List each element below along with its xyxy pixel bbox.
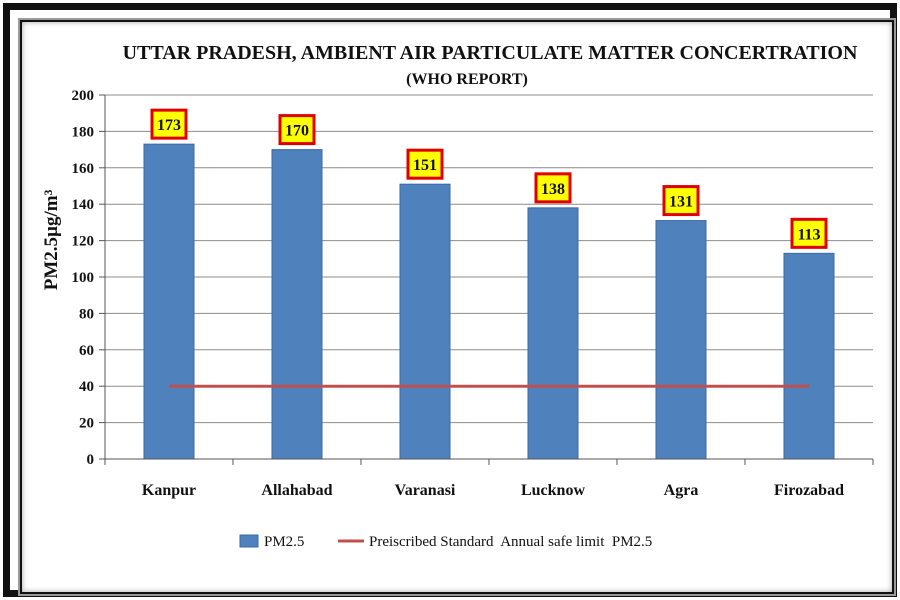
- data-label-box: [150, 108, 188, 140]
- gridlines: [105, 94, 873, 424]
- bar-firozabad: [783, 252, 835, 460]
- y-tick-label: 200: [72, 88, 95, 104]
- y-tick-label: 40: [79, 379, 94, 395]
- legend-swatch-pm25: [239, 534, 259, 548]
- x-tick-label: Allahabad: [261, 482, 332, 499]
- data-label-box: [406, 148, 444, 180]
- bar-kanpur: [143, 143, 195, 460]
- data-label-box: [790, 217, 828, 249]
- data-label: 173: [157, 117, 181, 134]
- data-label: 170: [285, 123, 309, 140]
- legend: PM2.5 Preiscribed Standard Annual safe l…: [239, 534, 652, 550]
- data-label-box: [662, 185, 700, 217]
- data-label-box: [278, 114, 316, 146]
- y-tick-label: 60: [79, 343, 94, 359]
- legend-label-pm25: PM2.5: [264, 534, 304, 550]
- y-tick-label: 140: [72, 197, 95, 213]
- chart-subtitle: (WHO REPORT): [406, 71, 528, 88]
- bar-allahabad: [271, 149, 323, 460]
- data-label: 113: [797, 226, 820, 243]
- y-tick-label: 0: [87, 452, 95, 468]
- x-tick-label: Firozabad: [774, 482, 844, 499]
- bar-series: [143, 143, 835, 460]
- data-label: 131: [669, 194, 693, 211]
- bar-agra: [655, 220, 707, 460]
- data-label-box: [534, 172, 572, 204]
- y-tick-label: 20: [79, 416, 94, 432]
- data-labels: 173 170 151 138 131 113: [150, 108, 828, 249]
- axes: 0 20 40 60 80 100 120 140 160 180 200 Kanpur Allahab…: [72, 88, 874, 499]
- bar-varanasi: [399, 183, 451, 460]
- x-tick-label: Lucknow: [521, 482, 585, 499]
- y-tick-label: 180: [72, 124, 95, 140]
- y-tick-label: 120: [72, 234, 95, 250]
- x-tick-label: Agra: [664, 482, 699, 499]
- y-tick-label: 80: [79, 306, 94, 322]
- chart-title: UTTAR PRADESH, AMBIENT AIR PARTICULATE M…: [123, 42, 858, 64]
- y-tick-label: 160: [72, 161, 95, 177]
- x-tick-label: Varanasi: [395, 482, 456, 499]
- y-tick-label: 100: [72, 270, 95, 286]
- legend-label-limit: Preiscribed Standard Annual safe limit P…: [369, 534, 652, 550]
- bar-lucknow: [527, 207, 579, 460]
- data-label: 138: [541, 181, 565, 198]
- y-axis-label: PM2.5µg/m³: [41, 189, 62, 290]
- x-tick-label: Kanpur: [142, 482, 196, 499]
- data-label: 151: [413, 157, 437, 174]
